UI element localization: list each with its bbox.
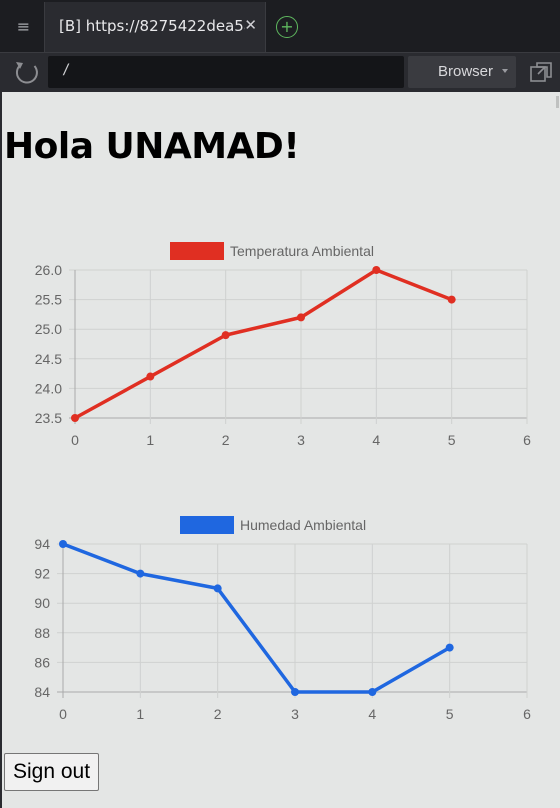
y-tick-label: 86: [34, 654, 50, 670]
legend-label: Temperatura Ambiental: [230, 243, 374, 259]
legend-swatch: [170, 242, 224, 260]
y-tick-label: 26.0: [35, 262, 62, 278]
x-tick-label: 2: [222, 432, 230, 448]
x-tick-label: 3: [291, 706, 299, 722]
x-tick-label: 1: [146, 432, 154, 448]
x-tick-label: 0: [59, 706, 67, 722]
data-point: [146, 372, 155, 381]
browser-select[interactable]: Browser: [408, 56, 516, 88]
x-tick-label: 6: [523, 432, 531, 448]
data-point: [213, 584, 222, 593]
chevron-down-icon: [502, 69, 508, 73]
data-point: [445, 643, 454, 652]
y-tick-label: 90: [34, 595, 50, 611]
address-text: /: [62, 62, 71, 78]
y-tick-label: 88: [34, 625, 50, 641]
page-content: Hola UNAMAD! Temperatura Ambiental 23.5 24…: [0, 92, 560, 808]
y-tick-label: 92: [34, 566, 50, 582]
browser-tab[interactable]: [B] https://8275422dea5a4 ✕: [44, 2, 266, 52]
scrollbar-thumb[interactable]: [556, 96, 559, 108]
x-tick-label: 4: [372, 432, 380, 448]
x-tick-label: 0: [71, 432, 79, 448]
page-scrollbar[interactable]: [554, 92, 560, 808]
y-tick-label: 24.0: [35, 380, 62, 396]
browser-menu-button[interactable]: ≡: [0, 2, 48, 50]
y-tick-label: 24.5: [35, 351, 62, 367]
x-tick-label: 5: [446, 706, 454, 722]
address-input[interactable]: /: [48, 56, 404, 88]
x-tick-label: 3: [297, 432, 305, 448]
menu-icon: ≡: [16, 16, 31, 36]
data-point: [221, 331, 230, 340]
browser-url-bar: / Browser: [0, 52, 560, 92]
temperature-chart: Temperatura Ambiental 23.5 24.0 24.5 25.0 25.…: [35, 242, 531, 448]
x-tick-label: 6: [523, 706, 531, 722]
data-point: [297, 313, 305, 322]
x-tick-label: 5: [448, 432, 456, 448]
y-tick-label: 23.5: [35, 410, 62, 426]
legend-label: Humedad Ambiental: [240, 517, 366, 533]
popout-icon[interactable]: [529, 61, 553, 85]
data-point: [447, 295, 456, 304]
new-tab-button[interactable]: +: [276, 16, 298, 38]
data-point: [368, 688, 377, 696]
reload-icon[interactable]: [12, 59, 42, 87]
data-point: [136, 569, 145, 578]
y-tick-label: 94: [34, 536, 50, 552]
browser-select-label: Browser: [438, 63, 494, 80]
data-point: [59, 540, 67, 548]
tab-title: [B] https://8275422dea5a4: [59, 17, 245, 35]
x-tick-label: 2: [214, 706, 222, 722]
plus-icon: +: [280, 17, 294, 36]
series-line: [74, 268, 453, 420]
x-tick-label: 4: [368, 706, 376, 722]
y-tick-label: 25.0: [35, 321, 62, 337]
data-point: [372, 266, 381, 274]
browser-tab-bar: ≡ [B] https://8275422dea5a4 ✕ +: [0, 0, 560, 54]
page-title: Hola UNAMAD!: [4, 126, 300, 167]
sign-out-button[interactable]: Sign out: [4, 753, 99, 791]
humidity-chart: Humedad Ambiental 84 86 88 90 92 94 0 1 2 3 4 5 6: [34, 516, 531, 722]
x-tick-label: 1: [136, 706, 144, 722]
data-point: [71, 414, 79, 422]
close-icon[interactable]: ✕: [244, 16, 257, 34]
y-tick-label: 84: [34, 684, 50, 700]
legend-swatch: [180, 516, 234, 534]
series-line: [62, 542, 451, 694]
y-tick-label: 25.5: [35, 292, 62, 308]
data-point: [291, 688, 299, 696]
